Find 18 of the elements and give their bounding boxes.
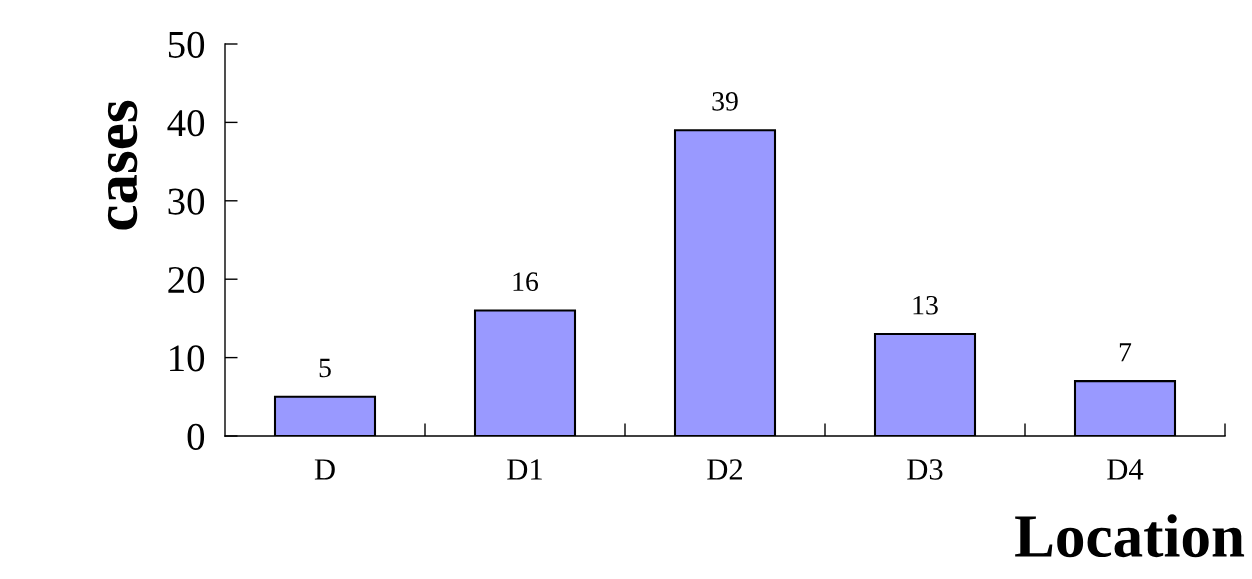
- y-tick-label: 20: [168, 266, 205, 294]
- x-tick-label: D1: [507, 459, 542, 480]
- y-tick-label: 0: [187, 423, 205, 450]
- y-axis-title: cases: [107, 100, 138, 230]
- x-axis-title: Location: [1015, 514, 1245, 558]
- y-tick-label: 40: [167, 110, 205, 137]
- y-tick-label: 30: [168, 188, 205, 215]
- y-tick-label: 10: [170, 345, 205, 372]
- x-tick-label: D: [314, 459, 335, 480]
- x-tick-label: D2: [707, 459, 742, 480]
- data-label: 5: [319, 358, 331, 378]
- data-label: 39: [712, 92, 738, 111]
- x-tick-label: D3: [907, 459, 943, 480]
- y-tick-label: 50: [168, 31, 205, 58]
- data-label: 7: [1119, 343, 1132, 362]
- data-label: 13: [913, 295, 938, 315]
- x-tick-label: D4: [1107, 459, 1144, 480]
- data-label: 16: [513, 272, 539, 292]
